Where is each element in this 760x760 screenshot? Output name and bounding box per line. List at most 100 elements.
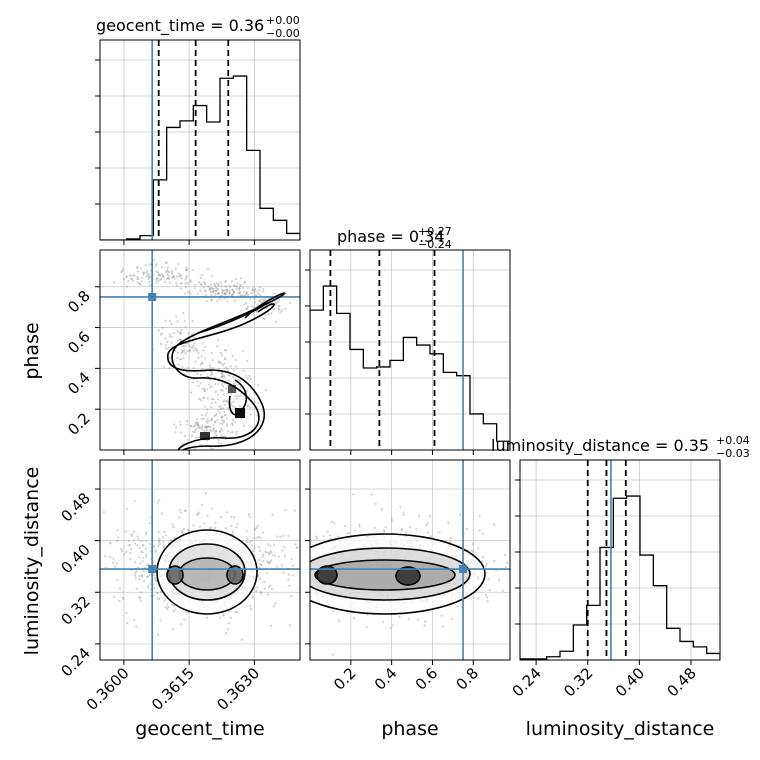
- sample-point: [424, 620, 427, 623]
- sample-point: [168, 281, 172, 284]
- sample-point: [236, 611, 239, 614]
- sample-point: [206, 267, 210, 271]
- sample-point: [254, 294, 257, 297]
- sample-point: [203, 429, 206, 432]
- sample-point: [222, 420, 226, 424]
- sample-point: [230, 515, 233, 519]
- sample-point: [165, 261, 168, 264]
- sample-point: [402, 513, 405, 516]
- sample-point: [233, 284, 236, 287]
- sample-point: [279, 311, 282, 314]
- panel-phase-vs-luminosity_distance: 0.2 0.4 0.6 0.8: [274, 459, 511, 694]
- sample-point: [231, 422, 234, 425]
- sample-point: [274, 563, 276, 565]
- sample-point: [147, 275, 150, 278]
- sample-point: [209, 386, 212, 389]
- sample-point: [141, 560, 144, 563]
- sample-point: [231, 532, 234, 535]
- sample-point: [152, 574, 155, 577]
- sample-point: [274, 617, 276, 619]
- sample-point: [112, 595, 115, 598]
- sample-point: [203, 389, 206, 393]
- sample-point: [207, 425, 210, 428]
- sample-point: [505, 561, 509, 564]
- sample-point: [204, 426, 207, 429]
- sample-point: [235, 397, 238, 400]
- sample-point: [307, 583, 309, 585]
- sample-point: [218, 360, 221, 363]
- sample-point: [229, 285, 232, 288]
- sample-point: [303, 601, 305, 603]
- sample-point: [261, 553, 265, 557]
- sample-point: [220, 419, 224, 422]
- sample-point: [223, 376, 226, 379]
- sample-point: [382, 620, 385, 624]
- sample-point: [203, 290, 207, 293]
- sample-point: [137, 574, 141, 578]
- sample-point: [196, 421, 199, 424]
- sample-point: [112, 557, 115, 560]
- sample-point: [289, 577, 291, 579]
- sample-point: [221, 389, 224, 392]
- sample-point: [246, 359, 249, 363]
- sample-point: [290, 558, 293, 561]
- sample-point: [222, 613, 225, 616]
- sample-point: [241, 286, 245, 289]
- sample-point: [291, 545, 293, 547]
- sample-point: [430, 535, 433, 538]
- sample-point: [168, 333, 171, 336]
- sample-point: [274, 602, 277, 605]
- sample-point: [449, 536, 452, 540]
- sample-point: [221, 291, 224, 295]
- sample-point: [162, 276, 165, 279]
- sample-point: [219, 422, 222, 425]
- x-tick-label: 0.24: [509, 664, 545, 700]
- sample-point: [120, 548, 123, 551]
- sample-point: [254, 288, 257, 291]
- sample-point: [226, 367, 229, 370]
- sample-point: [139, 599, 142, 603]
- sample-point: [186, 281, 189, 284]
- sample-point: [120, 271, 123, 274]
- sample-point: [203, 387, 206, 390]
- sample-point: [245, 291, 248, 295]
- sample-point: [137, 566, 140, 569]
- sample-point: [122, 597, 125, 600]
- sample-point: [277, 298, 281, 301]
- sample-point: [133, 274, 136, 277]
- sample-point: [221, 415, 224, 418]
- sample-point: [213, 290, 216, 293]
- sample-point: [200, 414, 204, 417]
- sample-point: [210, 351, 213, 354]
- sample-point: [215, 289, 218, 292]
- sample-point: [302, 579, 304, 581]
- sample-point: [201, 362, 204, 365]
- sample-point: [271, 554, 274, 557]
- sample-point: [358, 525, 361, 528]
- sample-point: [295, 581, 297, 583]
- sample-point: [163, 280, 167, 284]
- sample-point: [215, 286, 218, 289]
- sample-point: [138, 282, 142, 286]
- sample-point: [296, 565, 298, 567]
- sample-point: [224, 366, 227, 369]
- sample-point: [168, 335, 171, 338]
- sample-point: [264, 314, 267, 317]
- sample-point: [441, 625, 444, 628]
- sample-point: [235, 526, 238, 529]
- sample-point: [217, 361, 220, 364]
- sample-point: [254, 400, 257, 403]
- sample-point: [407, 617, 410, 621]
- sample-point: [179, 331, 182, 334]
- sample-point: [91, 572, 93, 574]
- sample-point: [137, 277, 140, 280]
- sample-point: [216, 299, 219, 302]
- sample-point: [280, 309, 283, 312]
- sample-point: [487, 578, 490, 581]
- contour-line: [226, 565, 244, 585]
- sample-point: [197, 351, 200, 355]
- sample-point: [161, 274, 165, 277]
- sample-point: [247, 513, 250, 516]
- sample-point: [211, 287, 214, 290]
- sample-point: [220, 285, 223, 288]
